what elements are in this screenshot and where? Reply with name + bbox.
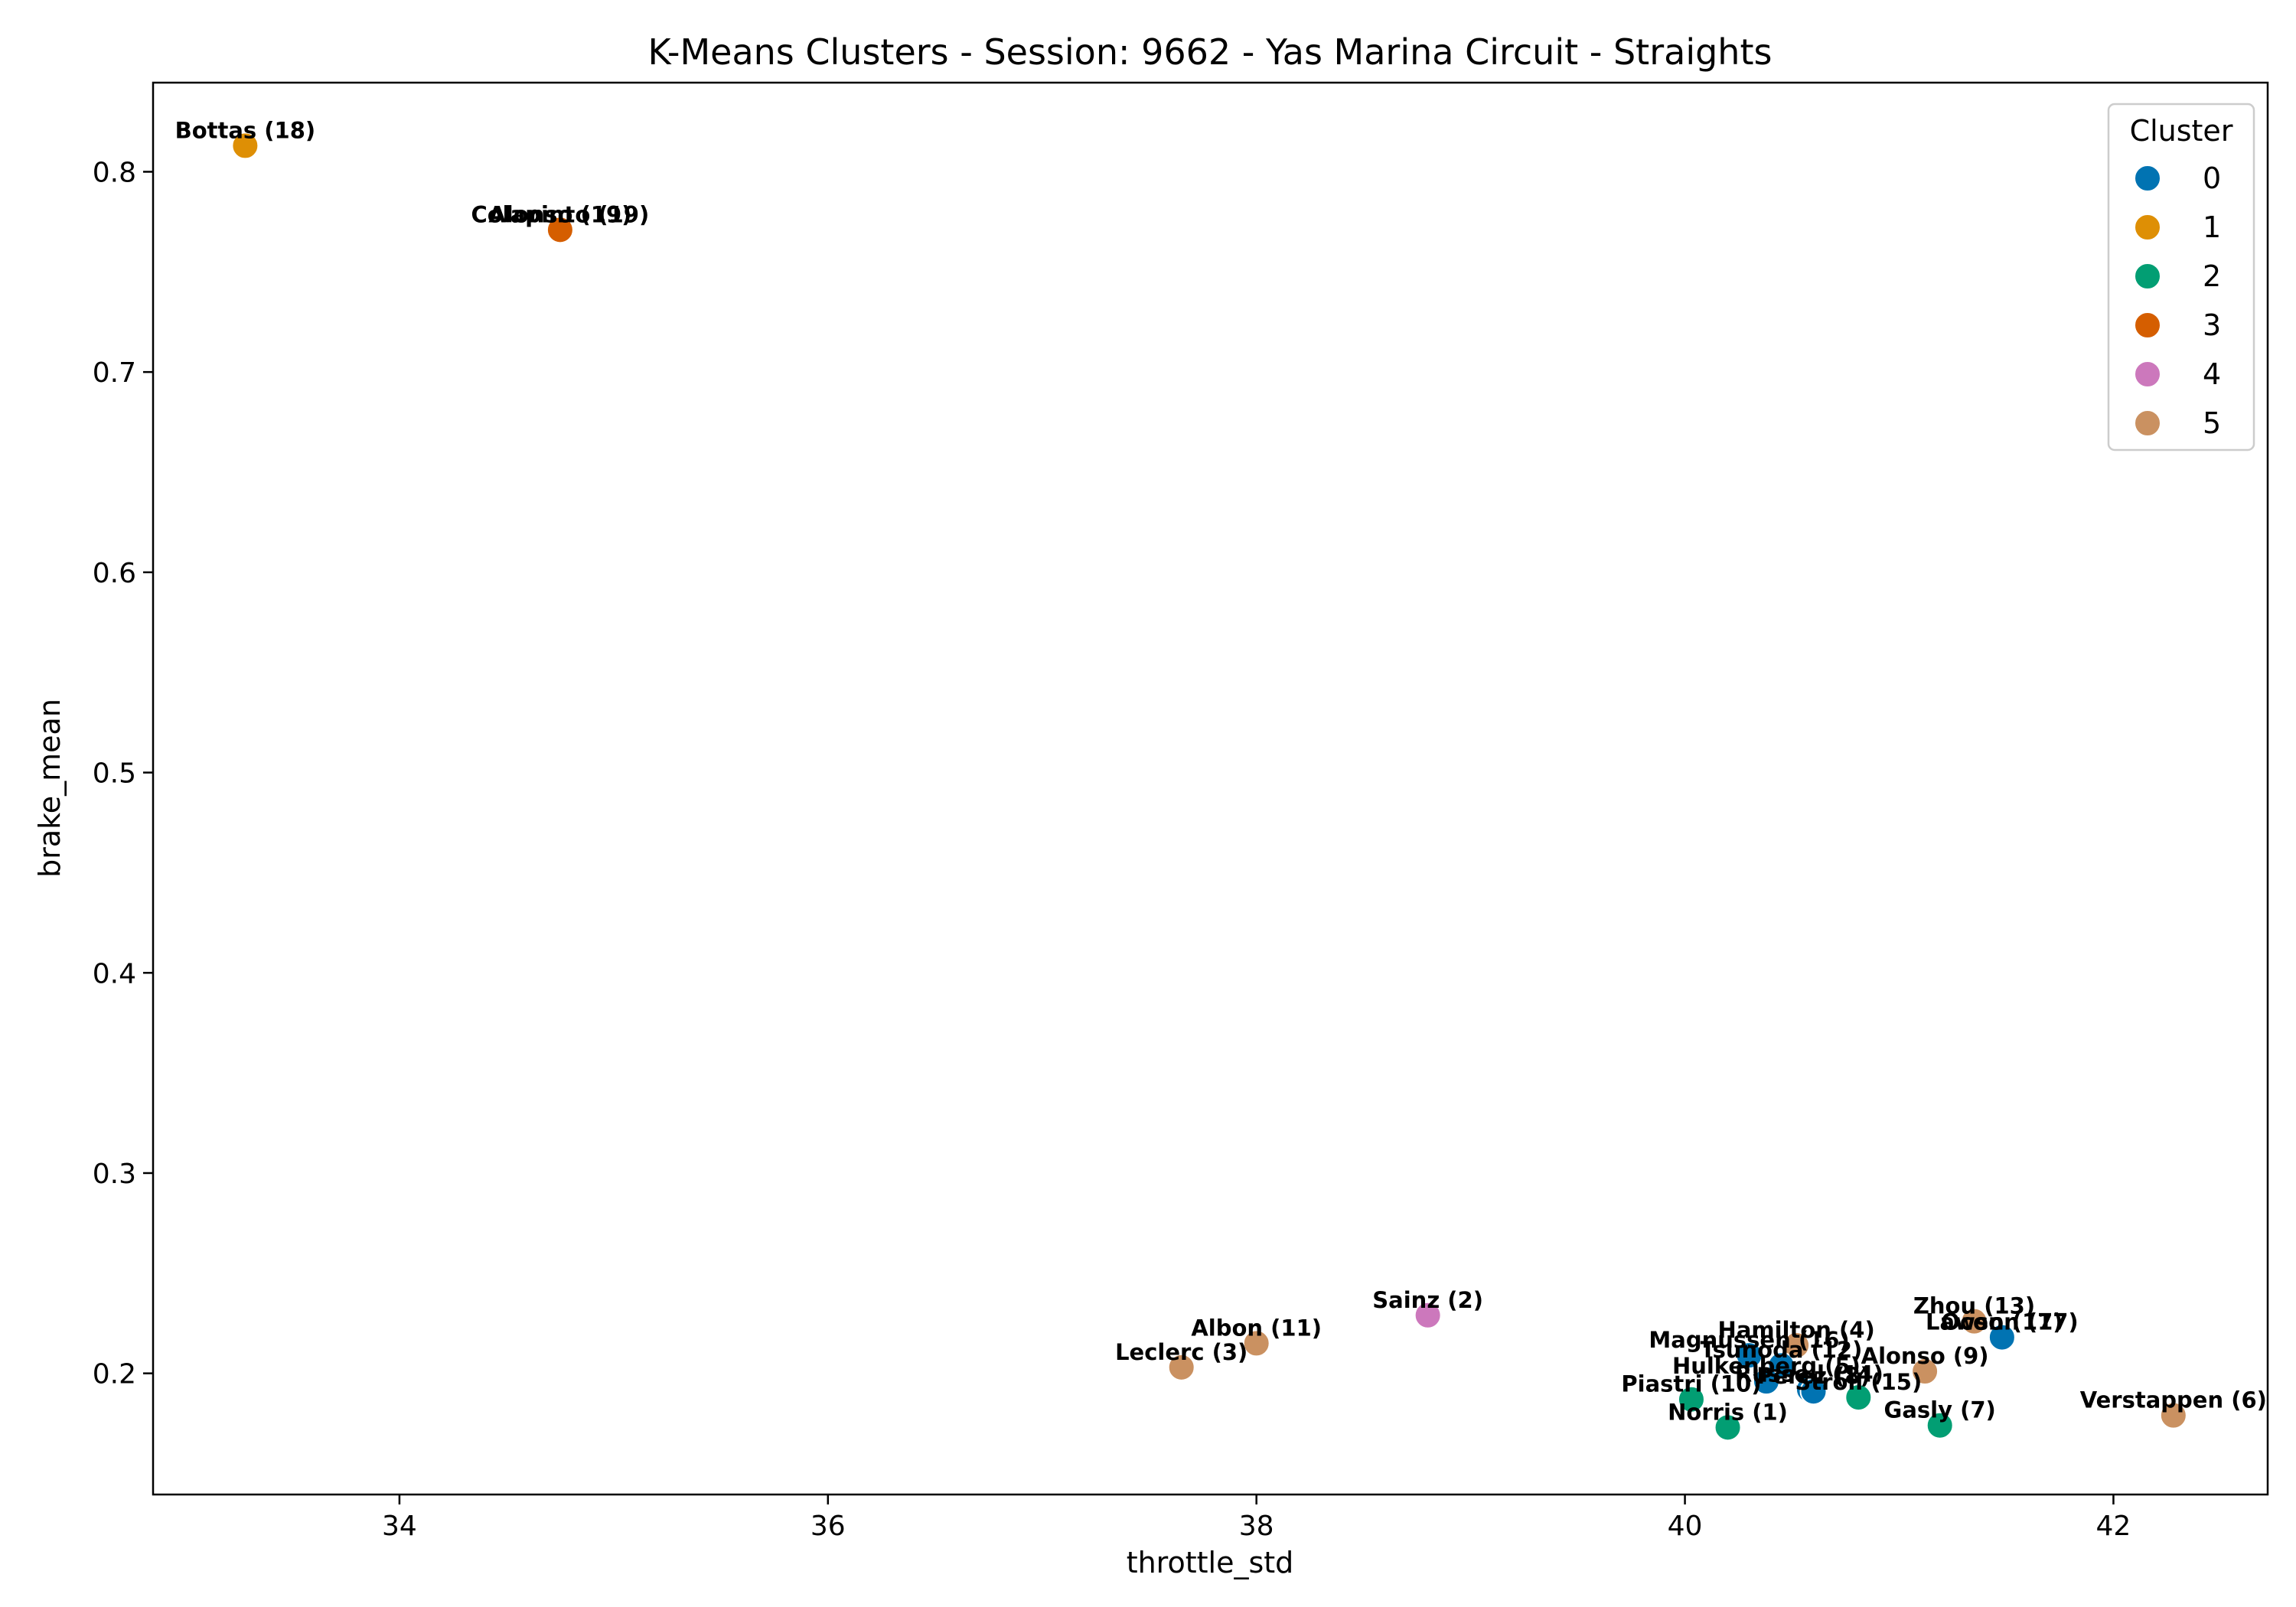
data-point-label: Verstappen (6) [2080, 1387, 2267, 1413]
data-point-label: Gasly (7) [1884, 1397, 1996, 1423]
data-point-label: Lawson (17) [1926, 1309, 2079, 1335]
data-point [1677, 1385, 1705, 1413]
data-point-label: Russell (14) [1735, 1361, 1883, 1387]
data-point-label: Norris (1) [1668, 1399, 1788, 1425]
data-point [1926, 1411, 1954, 1439]
y-tick-label: 0.4 [93, 958, 136, 989]
data-point-label: Zhou (13) [1913, 1293, 2035, 1319]
data-points [231, 132, 2187, 1442]
y-tick-label: 0.7 [93, 357, 136, 389]
legend-entry-label: 5 [2203, 406, 2221, 440]
data-point [1960, 1307, 1988, 1335]
y-axis-label: brake_mean [33, 699, 67, 878]
legend-entry-label: 1 [2203, 210, 2221, 244]
x-tick-label: 38 [1239, 1511, 1274, 1542]
data-point [1799, 1377, 1828, 1406]
data-point-label: Perez (8) [1756, 1363, 1870, 1389]
data-point [231, 132, 259, 160]
data-point [1782, 1332, 1811, 1360]
data-point-label: Tsunoda (12) [1701, 1337, 1863, 1363]
legend-box [2107, 103, 2255, 451]
legend-marker [2134, 409, 2161, 437]
data-point-label: Sainz (2) [1372, 1287, 1483, 1313]
data-point-label: Hamilton (4) [1718, 1317, 1875, 1343]
legend-entries: 0 1 2 3 4 5 [2134, 161, 2221, 440]
x-axis-label: throttle_std [1127, 1546, 1294, 1579]
data-point [1911, 1358, 1939, 1386]
data-point-label: Piastri (10) [1621, 1371, 1761, 1397]
legend-marker [2134, 165, 2161, 192]
legend-marker [2134, 311, 2161, 339]
x-axis-ticks: 34 36 38 40 42 [382, 1495, 2131, 1542]
data-point [1714, 1413, 1742, 1442]
data-point [1844, 1384, 1873, 1412]
data-point-label: Alonso (9) [1861, 1343, 1989, 1369]
legend-entry-label: 3 [2203, 308, 2221, 342]
data-point [2159, 1401, 2187, 1429]
data-point-label: Magnussen (16) [1649, 1327, 1849, 1353]
y-axis-ticks: 0.2 0.3 0.4 0.5 0.6 0.7 0.8 [93, 157, 153, 1390]
data-point-label: Hulkenberg (5) [1672, 1353, 1861, 1379]
data-point-label: Colapinto (19) [471, 201, 649, 227]
data-point [1414, 1301, 1442, 1329]
x-tick-label: 42 [2096, 1511, 2131, 1542]
data-point [1752, 1367, 1780, 1396]
y-tick-label: 0.2 [93, 1359, 136, 1390]
data-point [1988, 1323, 2016, 1351]
data-point-label: Albon (11) [1191, 1315, 1322, 1341]
legend-marker [2134, 360, 2161, 388]
legend-title: Cluster [2130, 114, 2233, 148]
x-tick-label: 40 [1668, 1511, 1703, 1542]
data-point [546, 216, 574, 244]
data-point-labels: Bottas (18) Colapinto (19)Alonso (19) Sain… [175, 117, 2267, 1425]
data-point-label: Stroll (15) [1795, 1369, 1922, 1395]
legend-entry-label: 4 [2203, 357, 2221, 391]
data-point [1167, 1353, 1195, 1381]
legend-marker [2134, 214, 2161, 241]
y-tick-label: 0.3 [93, 1159, 136, 1190]
data-point-label: Alonso (19) [488, 201, 631, 227]
legend-entry-label: 2 [2203, 259, 2221, 293]
data-point [1735, 1341, 1763, 1370]
y-tick-label: 0.5 [93, 758, 136, 790]
chart-title: K-Means Clusters - Session: 9662 - Yas M… [648, 31, 1773, 73]
data-point-label: Leclerc (3) [1115, 1339, 1247, 1365]
legend-marker [2134, 262, 2161, 290]
y-tick-label: 0.8 [93, 157, 136, 188]
data-point-label: Bottas (18) [175, 117, 316, 143]
x-tick-label: 36 [810, 1511, 846, 1542]
legend: Cluster 0 1 2 3 4 5 [2107, 103, 2255, 451]
x-tick-label: 34 [382, 1511, 417, 1542]
data-point [1242, 1329, 1270, 1358]
legend-entry-label: 0 [2203, 161, 2221, 195]
y-tick-label: 0.6 [93, 558, 136, 589]
plot-frame [152, 81, 2269, 1496]
data-point-label: Ocon (17) [1941, 1309, 2063, 1335]
